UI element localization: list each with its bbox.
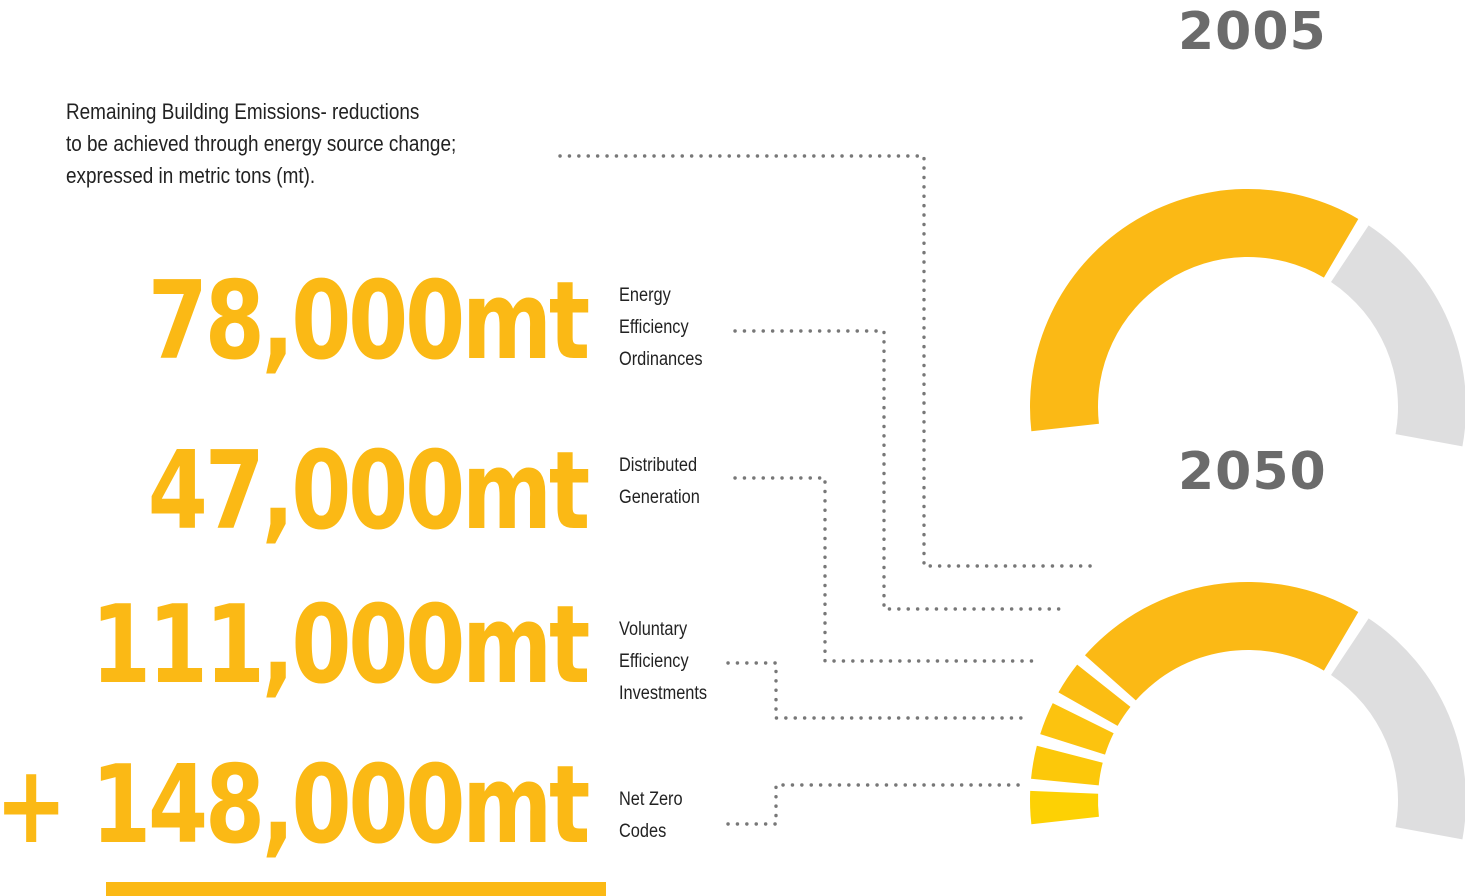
gauge-segment-distributed-generation [1040, 703, 1114, 755]
amount-energy-efficiency-ordinances: 78,000mt [147, 259, 590, 384]
connector-energy-efficiency-ordinances [733, 329, 1062, 611]
connector-lines [558, 154, 1097, 826]
label-distributed-generation: Distributed Generation [619, 455, 700, 508]
connector-voluntary-efficiency-investments [726, 661, 1027, 720]
total-underline [106, 882, 606, 896]
gauge-segment-voluntary-efficiency-investments [1031, 745, 1103, 786]
gauge-segment-net-zero-codes [1029, 790, 1099, 825]
amount-voluntary-efficiency-investments: 111,000mt [90, 583, 590, 708]
amount-distributed-generation: 47,000mt [147, 429, 590, 554]
gauge-segment-remainder [1331, 618, 1465, 840]
gauge-segment-remaining-building-emissions [1084, 582, 1359, 701]
gauge-segment-energy-efficiency-ordinances [1058, 664, 1131, 726]
gauge-segment-remainder [1331, 225, 1465, 447]
year-2005-label: 2005 [1178, 2, 1327, 62]
label-voluntary-efficiency-investments: Voluntary Efficiency Investments [619, 619, 708, 704]
year-2050-label: 2050 [1178, 442, 1327, 502]
label-net-zero-codes: Net Zero Codes [619, 789, 683, 842]
connector-distributed-generation [733, 476, 1042, 663]
gauge-2050 [1029, 582, 1465, 840]
gauge-2005 [1030, 189, 1465, 447]
label-energy-efficiency-ordinances: Energy Efficiency Ordinances [619, 285, 703, 370]
gauge-segment-remaining-building-emissions [1030, 189, 1359, 432]
connector-net-zero-codes [726, 783, 1027, 826]
amount-net-zero-codes: + 148,000mt [0, 743, 590, 868]
intro-text: Remaining Building Emissions- reductions… [66, 99, 457, 188]
